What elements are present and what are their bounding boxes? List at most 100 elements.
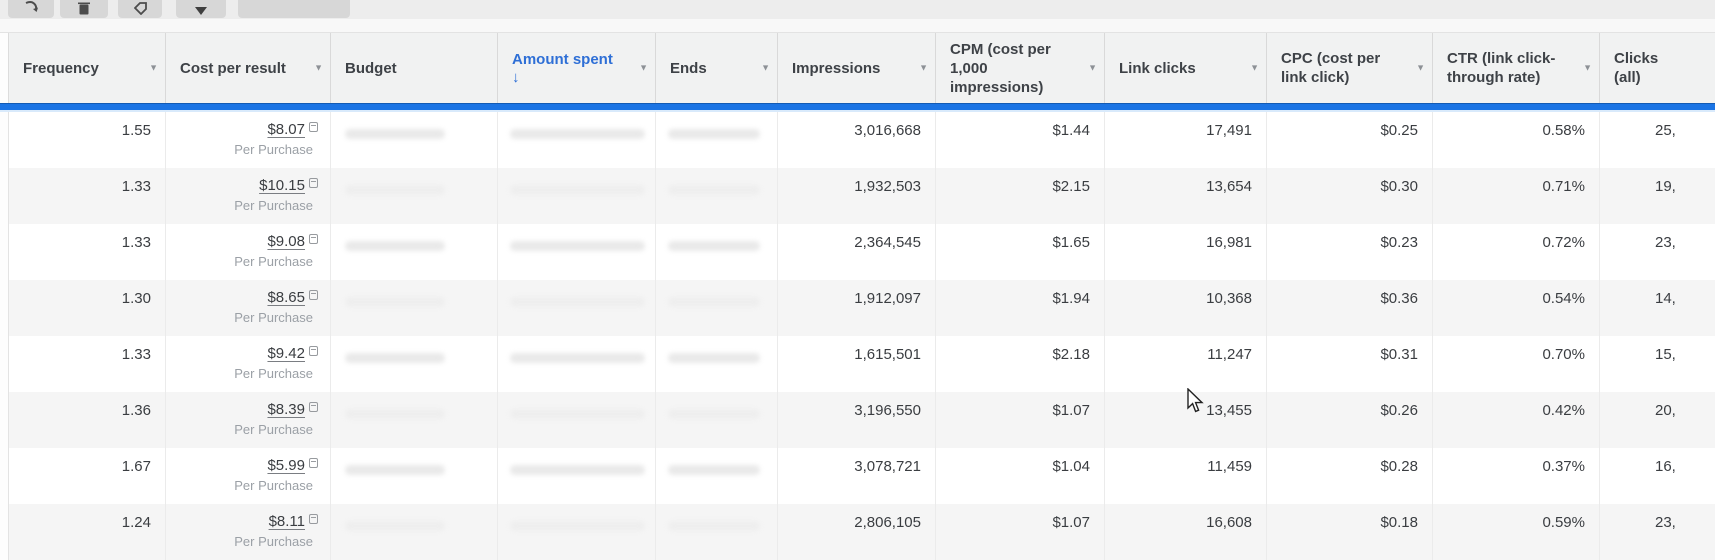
table-row: 1.33 $10.15 Per Purchase 1,932,503 $2.15 13,6… [0, 168, 1715, 224]
cost-per-result-link[interactable]: $8.11 [268, 513, 305, 530]
column-header-cost_result[interactable]: Cost per result ▼ [166, 33, 331, 103]
cost-per-result-link[interactable]: $8.07 [267, 121, 305, 138]
table-row: 1.33 $9.08 Per Purchase 2,364,545 $1.65 16,98… [0, 224, 1715, 280]
cell-cost-per-result: $8.65 Per Purchase [166, 280, 331, 336]
cost-per-result-link[interactable]: $9.08 [267, 233, 305, 250]
column-header-label: CPM (cost per 1,000 impressions) [950, 40, 1051, 96]
toolbar-button-undo-icon[interactable] [8, 0, 54, 18]
cell-ctr: 0.70% [1433, 336, 1600, 392]
sort-caret-icon[interactable]: ▼ [1583, 62, 1592, 73]
sorted-header-group: Amount spent ↓ [498, 50, 639, 86]
column-header-budget[interactable]: Budget [331, 33, 498, 103]
redacted-value-blur [668, 129, 760, 139]
cell-amount-spent [498, 392, 656, 448]
tag-icon [133, 2, 147, 15]
cell-cpc: $0.18 [1267, 504, 1433, 560]
cost-wrap: $8.07 Per Purchase [166, 112, 330, 157]
cell-cpm: $1.04 [936, 448, 1105, 504]
ads-table: Frequency ▼ Cost per result ▼ Budget Amount s… [0, 33, 1715, 560]
redacted-value-blur [668, 353, 760, 363]
cost-annotation-icon [309, 402, 318, 412]
cost-wrap: $8.39 Per Purchase [166, 392, 330, 437]
column-header-label: Amount spent [512, 51, 613, 68]
cell-ends [656, 112, 778, 168]
column-header-label: Budget [345, 59, 397, 77]
undo-icon [23, 1, 39, 15]
column-header-label: CTR (link click-through rate) [1447, 50, 1556, 86]
cell-cpc: $0.36 [1267, 280, 1433, 336]
cell-budget [331, 448, 498, 504]
cost-per-result-link[interactable]: $8.39 [267, 401, 305, 418]
cell-frequency: 1.36 [9, 392, 166, 448]
redacted-value-blur [345, 409, 445, 419]
sort-caret-icon[interactable]: ▼ [761, 62, 770, 73]
row-gutter [0, 392, 9, 448]
cell-frequency: 1.55 [9, 112, 166, 168]
cost-result-type-label: Per Purchase [234, 142, 313, 157]
column-header-clicks_all[interactable]: Clicks (all) [1600, 33, 1715, 103]
sort-caret-icon[interactable]: ▼ [1416, 62, 1425, 73]
column-header-amount_spent[interactable]: Amount spent ↓ ▼ [498, 33, 656, 103]
cell-clicks-all: 16, [1600, 448, 1715, 504]
cost-per-result-link[interactable]: $9.42 [267, 345, 305, 362]
cell-impressions: 3,078,721 [778, 448, 936, 504]
column-header-cpm[interactable]: CPM (cost per 1,000 impressions) ▼ [936, 33, 1105, 103]
cell-budget [331, 280, 498, 336]
cost-result-type-label: Per Purchase [234, 422, 313, 437]
redacted-value-blur [510, 297, 645, 307]
toolbar-button-caret-down-icon[interactable] [176, 0, 226, 18]
cost-per-result-link[interactable]: $5.99 [267, 457, 305, 474]
column-header-ends[interactable]: Ends ▼ [656, 33, 778, 103]
cost-line: $10.15 [259, 177, 318, 194]
sort-caret-icon[interactable]: ▼ [639, 62, 648, 73]
cell-cpm: $1.07 [936, 504, 1105, 560]
column-header-impressions[interactable]: Impressions ▼ [778, 33, 936, 103]
redacted-value-blur [345, 241, 445, 251]
cell-frequency: 1.30 [9, 280, 166, 336]
cell-frequency: 1.24 [9, 504, 166, 560]
cell-cpc: $0.25 [1267, 112, 1433, 168]
cost-wrap: $8.11 Per Purchase [166, 504, 330, 549]
cell-frequency: 1.33 [9, 224, 166, 280]
toolbar-button-trash-icon[interactable] [60, 0, 108, 18]
cell-budget [331, 392, 498, 448]
redacted-value-blur [668, 297, 760, 307]
cell-ends [656, 448, 778, 504]
row-gutter [0, 224, 9, 280]
cell-ends [656, 336, 778, 392]
sort-caret-icon[interactable]: ▼ [1250, 62, 1259, 73]
cell-cpm: $2.15 [936, 168, 1105, 224]
redacted-value-blur [345, 129, 445, 139]
toolbar-button-tag-icon[interactable] [118, 0, 162, 18]
column-header-label: Ends [670, 59, 707, 77]
cell-amount-spent [498, 504, 656, 560]
cell-impressions: 2,364,545 [778, 224, 936, 280]
column-header-cpc[interactable]: CPC (cost per link click) ▼ [1267, 33, 1433, 103]
column-header-ctr[interactable]: CTR (link click-through rate) ▼ [1433, 33, 1600, 103]
column-header-frequency[interactable]: Frequency ▼ [9, 33, 166, 103]
cell-clicks-all: 23, [1600, 504, 1715, 560]
cost-per-result-link[interactable]: $8.65 [267, 289, 305, 306]
top-toolbar [0, 0, 1715, 19]
sort-caret-icon[interactable]: ▼ [149, 62, 158, 73]
redacted-value-blur [668, 409, 760, 419]
column-header-link_clicks[interactable]: Link clicks ▼ [1105, 33, 1267, 103]
sort-caret-icon[interactable]: ▼ [1088, 62, 1097, 73]
cell-ends [656, 504, 778, 560]
cost-wrap: $5.99 Per Purchase [166, 448, 330, 493]
cost-line: $8.65 [267, 289, 318, 306]
sort-caret-icon[interactable]: ▼ [919, 62, 928, 73]
focus-bar-glow [0, 110, 1715, 112]
row-gutter [0, 448, 9, 504]
cell-cost-per-result: $8.39 Per Purchase [166, 392, 331, 448]
cell-cost-per-result: $9.42 Per Purchase [166, 336, 331, 392]
sort-caret-icon[interactable]: ▼ [314, 62, 323, 73]
sort-descending-icon: ↓ [512, 69, 520, 86]
column-header-label: CPC (cost per link click) [1281, 50, 1381, 86]
redacted-value-blur [345, 297, 445, 307]
cost-wrap: $9.42 Per Purchase [166, 336, 330, 381]
toolbar-button-blank-wide-button[interactable] [238, 0, 350, 18]
cell-impressions: 1,932,503 [778, 168, 936, 224]
cost-per-result-link[interactable]: $10.15 [259, 177, 305, 194]
redacted-value-blur [668, 241, 760, 251]
